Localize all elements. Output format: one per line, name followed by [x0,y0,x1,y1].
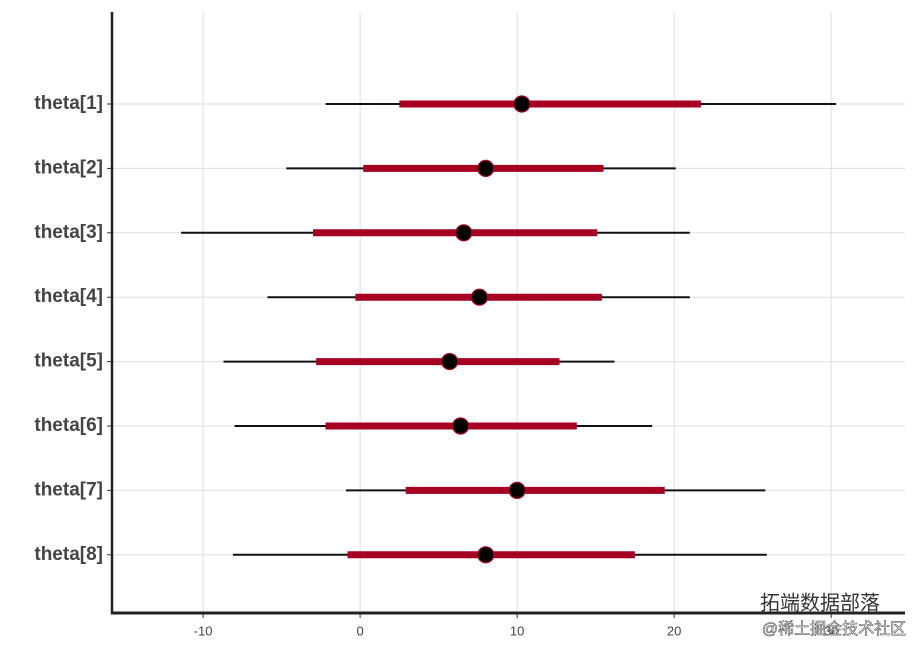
median-point [513,95,531,113]
median-point [477,546,495,564]
x-tick-label: 10 [510,623,524,638]
y-tick-label: theta[2] [34,157,103,178]
median-point [455,224,473,242]
watermark-text: @稀土掘金技术社区 [762,620,906,638]
y-tick-label: theta[8] [34,544,103,565]
x-tick-label: 20 [667,623,681,638]
y-tick-label: theta[3] [34,222,103,243]
y-tick-label: theta[5] [34,351,103,372]
y-tick-label: theta[4] [34,286,103,307]
median-point [470,288,489,306]
median-point [441,353,459,371]
x-tick-label: 30 [824,623,838,638]
x-tick-label: 0 [356,623,363,638]
watermark-logo: 拓端数据部落 [760,591,880,614]
y-tick-label: theta[7] [34,479,103,500]
median-point [477,159,495,177]
x-tick-label: -10 [194,623,213,638]
y-tick-label: theta[1] [34,93,103,114]
median-point [508,481,526,499]
y-tick-label: theta[6] [34,415,103,436]
median-point [452,417,470,435]
